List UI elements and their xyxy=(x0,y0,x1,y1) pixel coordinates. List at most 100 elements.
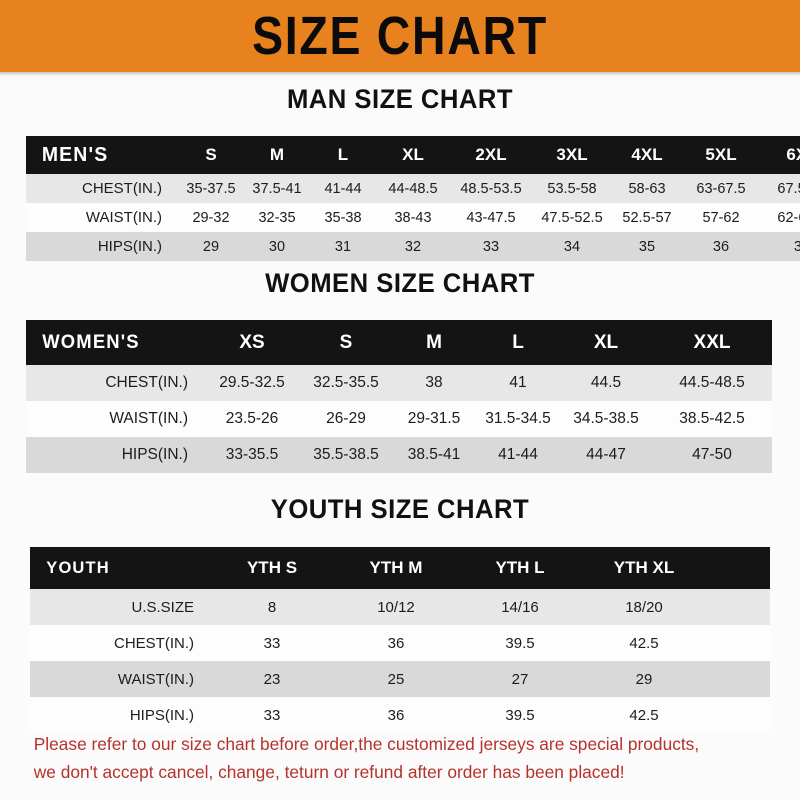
men-size-header-4xl: 4XL xyxy=(631,145,663,164)
men-row-hips: HIPS(IN.) 29 30 31 32 33 34 35 36 37 xyxy=(26,232,800,261)
men-size-header-6xl: 6XL xyxy=(786,145,800,164)
women-size-header-l: L xyxy=(512,331,524,353)
men-row-label-waist: WAIST(IN.) xyxy=(85,209,162,226)
table-cell: 53.5-58 xyxy=(547,180,597,197)
table-cell: 44-48.5 xyxy=(388,180,438,197)
table-cell: 29 xyxy=(635,670,653,688)
table-cell: 34 xyxy=(563,238,581,255)
table-cell: 29.5-32.5 xyxy=(219,374,285,391)
youth-row-label-hips: HIPS(IN.) xyxy=(129,706,194,724)
women-table-header-row: WOMEN'S XS S M L XL XXL xyxy=(26,320,772,365)
men-size-header-m: M xyxy=(269,145,285,164)
youth-size-header-l: YTH L xyxy=(495,558,545,577)
table-cell: 33-35.5 xyxy=(225,446,279,463)
table-cell: 47-50 xyxy=(692,446,732,463)
table-cell: 35-38 xyxy=(324,209,362,226)
table-cell: 37.5-41 xyxy=(252,180,302,197)
table-cell: 44.5-48.5 xyxy=(679,374,745,391)
youth-size-header-m: YTH M xyxy=(369,558,423,577)
table-cell: 31 xyxy=(334,238,352,255)
table-cell: 26-29 xyxy=(326,410,366,427)
table-cell: 41-44 xyxy=(324,180,362,197)
table-cell: 18/20 xyxy=(625,598,663,616)
women-category-label: WOMEN'S xyxy=(42,331,140,353)
men-row-label-hips: HIPS(IN.) xyxy=(97,238,162,255)
table-cell: 36 xyxy=(387,706,405,724)
table-cell: 43-47.5 xyxy=(466,209,516,226)
youth-row-label-chest: CHEST(IN.) xyxy=(114,634,194,652)
table-cell: 52.5-57 xyxy=(622,209,672,226)
men-size-header-l: L xyxy=(337,145,349,164)
table-cell: 23 xyxy=(263,670,281,688)
women-size-table: WOMEN'S XS S M L XL XXL CHEST(IN.) 29.5-… xyxy=(26,320,772,473)
table-cell: 38.5-41 xyxy=(407,446,461,463)
table-cell: 35-37.5 xyxy=(186,180,236,197)
youth-size-header-s: YTH S xyxy=(246,558,298,577)
table-cell: 33 xyxy=(482,238,500,255)
table-cell: 32 xyxy=(404,238,422,255)
youth-row-label-us-size: U.S.SIZE xyxy=(131,598,194,616)
men-size-header-3xl: 3XL xyxy=(556,145,588,164)
men-category-label: MEN'S xyxy=(41,143,109,166)
table-cell: 44-47 xyxy=(586,446,626,463)
table-cell: 34.5-38.5 xyxy=(573,410,639,427)
youth-header-spacer xyxy=(706,547,770,589)
table-cell: 27 xyxy=(511,670,529,688)
youth-table-header-row: YOUTH YTH S YTH M YTH L YTH XL xyxy=(30,547,770,589)
youth-category-label: YOUTH xyxy=(46,558,110,577)
youth-row-hips: HIPS(IN.) 33 36 39.5 42.5 xyxy=(30,697,770,733)
table-cell: 29-31.5 xyxy=(407,410,461,427)
table-cell: 48.5-53.5 xyxy=(460,180,522,197)
youth-row-us-size: U.S.SIZE 8 10/12 14/16 18/20 xyxy=(30,589,770,625)
table-cell: 38 xyxy=(425,374,443,391)
women-row-label-hips: HIPS(IN.) xyxy=(121,446,188,463)
table-cell: 44.5 xyxy=(590,374,622,391)
table-cell: 47.5-52.5 xyxy=(541,209,603,226)
men-size-header-5xl: 5XL xyxy=(705,145,737,164)
footer-line-2: we don't accept cancel, change, teturn o… xyxy=(33,762,625,782)
table-cell: 29 xyxy=(202,238,220,255)
table-cell: 57-62 xyxy=(702,209,740,226)
section-title-man: MAN SIZE CHART xyxy=(286,84,514,114)
men-size-header-2xl: 2XL xyxy=(475,145,507,164)
youth-size-header-xl: YTH XL xyxy=(613,558,675,577)
table-cell: 35 xyxy=(638,238,656,255)
women-size-header-xxl: XXL xyxy=(693,331,731,353)
youth-row-chest: CHEST(IN.) 33 36 39.5 42.5 xyxy=(30,625,770,661)
table-cell: 41-44 xyxy=(498,446,538,463)
youth-row-label-waist: WAIST(IN.) xyxy=(117,670,194,688)
table-cell: 23.5-26 xyxy=(225,410,279,427)
section-title-women: WOMEN SIZE CHART xyxy=(265,268,535,298)
table-cell: 25 xyxy=(387,670,405,688)
table-cell-spacer xyxy=(706,625,770,661)
table-cell: 63-67.5 xyxy=(696,180,746,197)
table-cell: 29-32 xyxy=(192,209,230,226)
table-cell: 58-63 xyxy=(628,180,666,197)
women-row-chest: CHEST(IN.) 29.5-32.5 32.5-35.5 38 41 44.… xyxy=(26,365,772,401)
women-size-header-s: S xyxy=(339,331,353,353)
table-cell: 36 xyxy=(387,634,405,652)
women-size-header-m: M xyxy=(426,331,442,353)
table-cell-spacer xyxy=(706,661,770,697)
table-cell: 39.5 xyxy=(505,706,535,724)
men-table-header-row: MEN'S S M L XL 2XL 3XL 4XL 5XL 6XL xyxy=(26,136,800,174)
page-title: SIZE CHART xyxy=(252,6,548,66)
men-row-label-chest: CHEST(IN.) xyxy=(82,180,162,197)
women-row-hips: HIPS(IN.) 33-35.5 35.5-38.5 38.5-41 41-4… xyxy=(26,437,772,473)
women-size-header-xs: XS xyxy=(239,331,265,353)
table-cell: 32.5-35.5 xyxy=(313,374,379,391)
table-cell: 42.5 xyxy=(629,706,659,724)
table-cell-spacer xyxy=(706,697,770,733)
table-cell: 38.5-42.5 xyxy=(679,410,745,427)
table-cell: 31.5-34.5 xyxy=(485,410,551,427)
table-cell: 41 xyxy=(509,374,527,391)
table-cell: 8 xyxy=(267,598,277,616)
banner-shadow xyxy=(0,72,800,76)
men-size-header-s: S xyxy=(205,145,217,164)
youth-size-table: YOUTH YTH S YTH M YTH L YTH XL U.S.SIZE … xyxy=(30,547,770,733)
table-cell: 39.5 xyxy=(505,634,535,652)
table-cell: 37 xyxy=(793,238,800,255)
table-cell: 67.5-72 xyxy=(777,180,800,197)
table-cell-spacer xyxy=(706,589,770,625)
